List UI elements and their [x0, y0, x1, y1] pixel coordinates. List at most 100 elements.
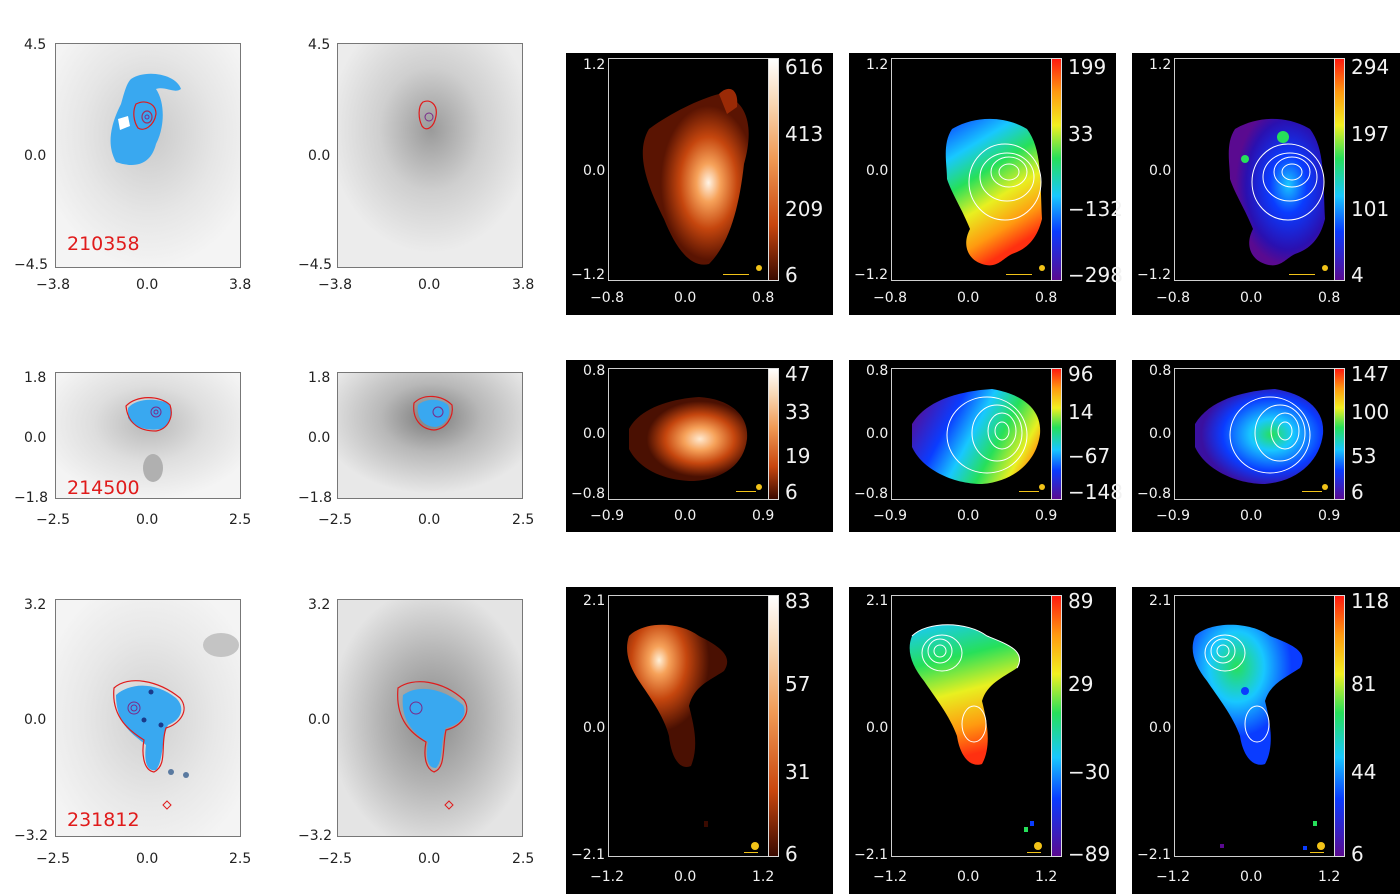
flux-map-panel-row3 — [566, 587, 833, 894]
y-tick: 0.0 — [24, 148, 47, 164]
colorbar-label: 57 — [785, 672, 811, 696]
velocity-colorbar-row3 — [1051, 595, 1062, 857]
y-tick: 2.1 — [866, 593, 889, 609]
y-tick: 4.5 — [24, 37, 47, 53]
colorbar-label: −89 — [1068, 842, 1111, 866]
velocity-map-row1 — [945, 118, 1042, 266]
galaxy-id-row2: 214500 — [67, 477, 140, 499]
colorbar-label: 6 — [785, 263, 798, 287]
x-tick: 0.9 — [1035, 508, 1058, 524]
y-tick: 0.0 — [866, 720, 889, 736]
x-tick: 3.8 — [229, 277, 252, 293]
x-tick: −0.8 — [590, 290, 624, 306]
y-tick: 1.2 — [866, 57, 889, 73]
x-tick: 0.0 — [418, 851, 441, 867]
hst-image-row3 — [56, 600, 240, 836]
x-tick: −2.5 — [36, 851, 70, 867]
hst-image-panel-row1 — [55, 43, 241, 268]
y-tick: 0.8 — [1149, 363, 1172, 379]
y-tick: 0.0 — [866, 426, 889, 442]
x-tick: −0.9 — [590, 508, 624, 524]
y-tick: 4.5 — [308, 37, 331, 53]
y-tick: 0.8 — [866, 363, 889, 379]
dispersion-map-row1 — [1228, 118, 1325, 266]
y-tick: −0.8 — [571, 486, 605, 502]
x-tick: 0.0 — [418, 277, 441, 293]
velocity-colorbar-row2 — [1051, 368, 1062, 500]
colorbar-label: 33 — [1068, 122, 1094, 146]
velocity-map-row2 — [912, 389, 1041, 484]
x-tick: 0.0 — [674, 290, 697, 306]
colorbar-label: 197 — [1351, 122, 1390, 146]
x-tick: 1.2 — [752, 869, 775, 885]
colorbar-label: 147 — [1351, 362, 1390, 386]
y-tick: −1.8 — [14, 490, 48, 506]
colorbar-label: 616 — [785, 55, 824, 79]
y-tick: −1.8 — [298, 490, 332, 506]
x-tick: 0.0 — [1240, 869, 1263, 885]
continuum-image-panel-row2 — [337, 372, 523, 499]
colorbar-label: 413 — [785, 122, 824, 146]
colorbar-label: −30 — [1068, 760, 1111, 784]
hst-image-row2 — [56, 373, 240, 498]
x-tick: −2.5 — [36, 512, 70, 528]
y-tick: −1.2 — [854, 267, 888, 283]
x-tick: 2.5 — [229, 512, 252, 528]
flux-map-panel-row1 — [566, 53, 833, 315]
x-tick: 0.8 — [1318, 290, 1341, 306]
y-tick: 0.0 — [1149, 720, 1172, 736]
x-tick: 0.0 — [957, 290, 980, 306]
x-tick: −3.8 — [318, 277, 352, 293]
colorbar-label: 101 — [1351, 197, 1390, 221]
dispersion-map-row2 — [1195, 389, 1324, 484]
flux-map-row3 — [627, 624, 728, 827]
colorbar-label: 44 — [1351, 760, 1377, 784]
x-tick: 0.0 — [136, 277, 159, 293]
x-tick: −3.8 — [36, 277, 70, 293]
dispersion-colorbar-row1 — [1334, 58, 1345, 281]
continuum-image-row1 — [338, 44, 522, 267]
colorbar-label: 29 — [1068, 672, 1094, 696]
colorbar-label: 96 — [1068, 362, 1094, 386]
x-tick: 0.9 — [752, 508, 775, 524]
x-tick: 1.2 — [1035, 869, 1058, 885]
colorbar-label: −132 — [1068, 197, 1123, 221]
colorbar-label: −148 — [1068, 480, 1123, 504]
colorbar-label: 6 — [1351, 842, 1364, 866]
flux-map-row2 — [629, 397, 748, 481]
velocity-colorbar-row1 — [1051, 58, 1062, 281]
colorbar-label: 31 — [785, 760, 811, 784]
x-tick: −1.2 — [1156, 869, 1190, 885]
colorbar-label: 6 — [785, 480, 798, 504]
dispersion-map-panel-row1 — [1132, 53, 1400, 315]
x-tick: 0.0 — [136, 512, 159, 528]
velocity-map-panel-row2 — [849, 360, 1116, 532]
x-tick: 2.5 — [229, 851, 252, 867]
flux-map-row1 — [642, 88, 749, 265]
y-tick: 0.0 — [866, 163, 889, 179]
hst-image-panel-row2 — [55, 372, 241, 499]
hst-image-row1 — [56, 44, 240, 267]
x-tick: 2.5 — [512, 851, 535, 867]
y-tick: 0.0 — [308, 712, 331, 728]
colorbar-label: 47 — [785, 362, 811, 386]
colorbar-label: 81 — [1351, 672, 1377, 696]
y-tick: −2.1 — [571, 847, 605, 863]
x-tick: 3.8 — [512, 277, 535, 293]
y-tick: −3.2 — [14, 828, 48, 844]
x-tick: 0.0 — [1240, 290, 1263, 306]
x-tick: 0.0 — [136, 851, 159, 867]
continuum-image-row2 — [338, 373, 522, 498]
flux-map-panel-row2 — [566, 360, 833, 532]
colorbar-label: −298 — [1068, 263, 1123, 287]
x-tick: 0.0 — [674, 869, 697, 885]
contour-outer — [133, 101, 157, 130]
colorbar-label: 83 — [785, 589, 811, 613]
colorbar-label: 14 — [1068, 400, 1094, 424]
y-tick: 0.0 — [1149, 163, 1172, 179]
flux-colorbar-row2 — [768, 368, 779, 500]
y-tick: −2.1 — [854, 847, 888, 863]
dispersion-colorbar-row2 — [1334, 368, 1345, 500]
highlight-region — [110, 73, 181, 165]
